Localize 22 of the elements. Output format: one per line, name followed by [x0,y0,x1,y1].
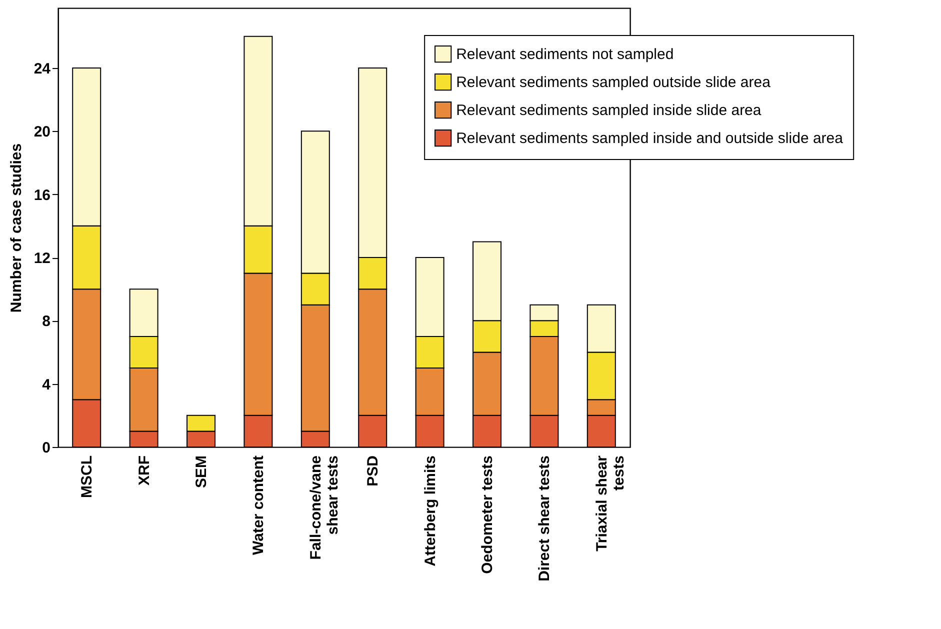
y-axis-title: Number of case studies [8,143,25,313]
y-tick-label: 16 [34,186,50,204]
legend-label: Relevant sediments sampled outside slide area [456,74,772,91]
y-tick-label: 0 [42,440,50,456]
legend-label: Relevant sediments sampled inside and outside slide area [456,130,844,147]
legend-label: Relevant sediments sampled inside slide area [456,102,762,119]
x-tick-label: Atterberg limits [422,456,439,566]
x-tick-label: PSD [364,455,382,486]
x-tick-label: Water content [250,456,268,555]
y-tick-label: 8 [42,313,50,330]
x-tick-label: XRF [136,456,153,486]
x-tick-label: Oedometer tests [479,456,496,574]
y-tick-label: 24 [34,60,52,78]
y-tick-label: 20 [34,124,50,141]
y-tick-label: 4 [42,376,52,394]
x-tick-label: MSCL [78,456,96,498]
x-tick-label: Direct shear tests [536,456,554,582]
y-tick-label: 12 [34,250,50,268]
legend-label: Relevant sediments not sampled [456,46,674,63]
x-tick-label: Fall-cone/vane shear tests [307,456,342,560]
x-tick-label: SEM [193,456,210,488]
x-tick-label: Triaxial shear tests [593,455,628,552]
